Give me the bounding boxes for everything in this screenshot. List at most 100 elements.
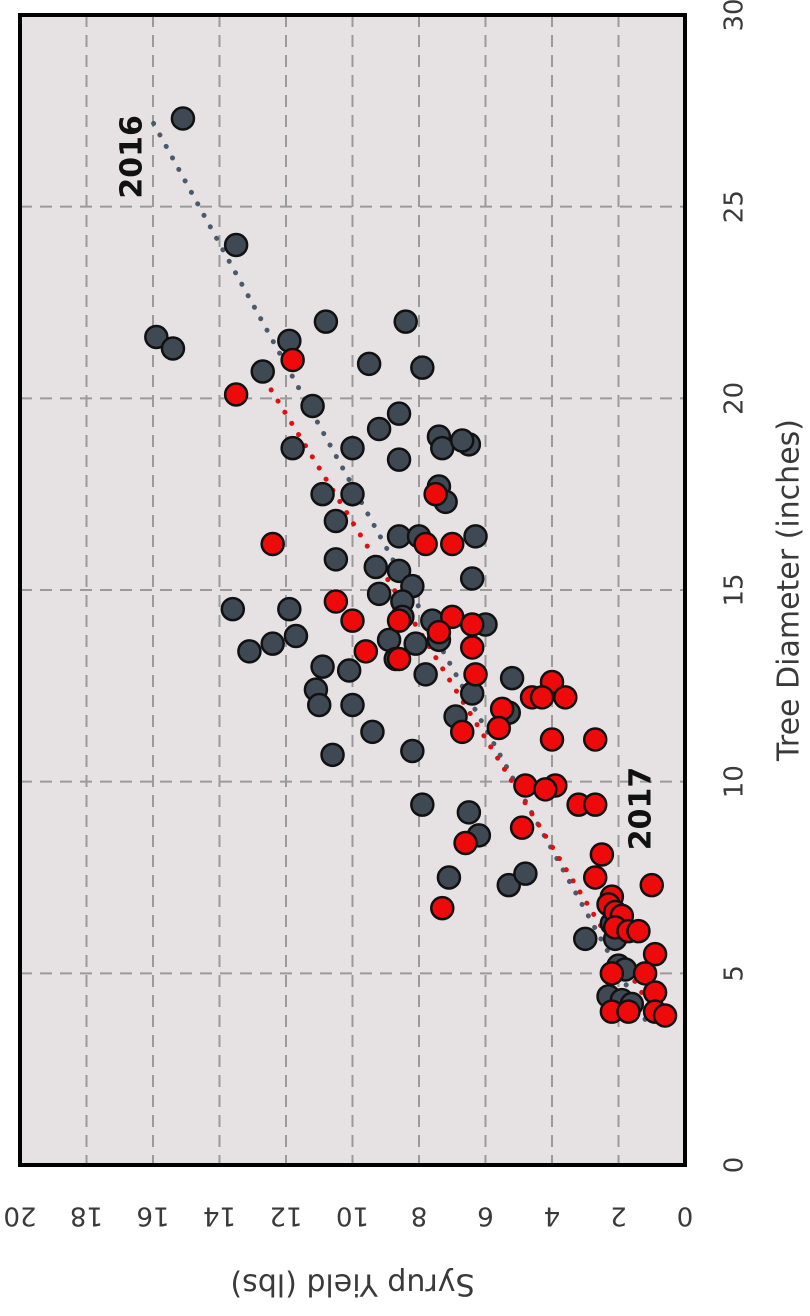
data-point xyxy=(553,685,578,710)
data-point xyxy=(323,547,349,572)
data-point xyxy=(413,531,438,557)
data-point xyxy=(160,336,186,361)
data-point xyxy=(463,524,488,549)
data-point xyxy=(509,815,535,840)
data-point xyxy=(277,596,302,622)
data-point xyxy=(582,727,608,752)
data-point xyxy=(459,612,485,637)
data-point xyxy=(366,416,392,442)
data-point xyxy=(393,309,418,334)
data-point xyxy=(144,324,169,350)
x-tick-label: 15 xyxy=(720,573,750,606)
data-point xyxy=(463,662,488,687)
data-point xyxy=(340,608,365,633)
data-point xyxy=(573,926,598,952)
data-point xyxy=(340,481,365,507)
x-axis-title: Tree Diameter (inches) xyxy=(772,419,807,762)
data-point xyxy=(280,347,305,373)
data-point xyxy=(513,861,538,886)
data-point xyxy=(366,581,392,607)
data-point xyxy=(632,961,658,986)
data-point xyxy=(430,895,455,921)
data-point xyxy=(300,393,325,419)
data-point xyxy=(486,715,512,741)
plot-border xyxy=(18,13,687,1167)
data-point xyxy=(449,428,475,453)
data-point xyxy=(356,351,382,377)
data-point xyxy=(250,359,275,384)
x-tick-label: 0 xyxy=(720,1157,750,1174)
data-point xyxy=(599,961,625,986)
data-point xyxy=(386,646,412,672)
data-point xyxy=(386,608,412,633)
data-point xyxy=(340,435,365,461)
data-point xyxy=(423,481,448,507)
annotations: 2016 2017 xyxy=(115,115,659,850)
x-tick-label: 10 xyxy=(720,765,750,798)
data-point xyxy=(513,773,538,798)
data-point xyxy=(436,865,462,890)
data-point xyxy=(237,639,262,664)
y-tick-label: 18 xyxy=(70,1201,103,1231)
data-point xyxy=(426,619,452,645)
data-point xyxy=(340,692,365,718)
data-point xyxy=(440,531,465,557)
data-point xyxy=(223,232,249,258)
y-tick-label: 20 xyxy=(3,1201,36,1231)
data-point xyxy=(496,872,522,898)
data-point xyxy=(307,692,332,718)
data-point xyxy=(260,631,285,656)
data-point xyxy=(323,589,349,614)
data-point xyxy=(220,596,246,622)
data-point xyxy=(170,106,196,131)
data-point xyxy=(616,999,641,1024)
data-point xyxy=(582,792,608,817)
data-point xyxy=(260,531,285,557)
annotation-2017: 2017 xyxy=(623,767,658,851)
x-axis-ticks: 0 5 10 15 20 25 30 xyxy=(720,0,750,1173)
data-point xyxy=(360,719,385,745)
y-tick-label: 6 xyxy=(477,1201,494,1231)
data-point xyxy=(280,435,305,461)
y-tick-label: 16 xyxy=(136,1201,169,1231)
y-tick-label: 10 xyxy=(336,1201,369,1231)
data-point xyxy=(410,792,435,817)
data-point xyxy=(652,1003,678,1028)
data-point xyxy=(310,481,335,507)
data-point xyxy=(410,355,435,380)
y-tick-label: 8 xyxy=(411,1201,428,1231)
data-point xyxy=(283,623,309,649)
y-tick-label: 12 xyxy=(269,1201,302,1231)
y-tick-label: 14 xyxy=(203,1201,236,1231)
data-point xyxy=(642,941,668,967)
data-point xyxy=(313,309,339,334)
data-point xyxy=(459,635,485,660)
y-axis-title: Syrup Yield (lbs) xyxy=(230,1267,474,1302)
data-point xyxy=(639,872,664,898)
data-point xyxy=(499,665,525,691)
grid-lines xyxy=(20,15,685,1165)
y-tick-label: 2 xyxy=(610,1201,627,1231)
x-tick-label: 5 xyxy=(720,965,750,982)
x-tick-label: 30 xyxy=(720,0,750,32)
data-point xyxy=(403,631,428,656)
data-point xyxy=(223,382,249,407)
data-points xyxy=(144,106,678,1028)
data-point xyxy=(323,508,349,534)
x-tick-label: 25 xyxy=(720,190,750,223)
data-point xyxy=(400,738,425,764)
data-point xyxy=(626,918,651,944)
data-point xyxy=(386,401,412,426)
data-point xyxy=(320,742,345,768)
data-point xyxy=(533,777,558,802)
data-point xyxy=(386,447,412,472)
data-point xyxy=(589,842,615,867)
data-point xyxy=(582,865,608,890)
data-point xyxy=(363,554,389,580)
x-tick-label: 20 xyxy=(720,382,750,415)
annotation-2016: 2016 xyxy=(115,115,150,199)
data-point xyxy=(413,662,438,687)
y-tick-label: 4 xyxy=(544,1201,561,1231)
data-point xyxy=(453,830,478,856)
